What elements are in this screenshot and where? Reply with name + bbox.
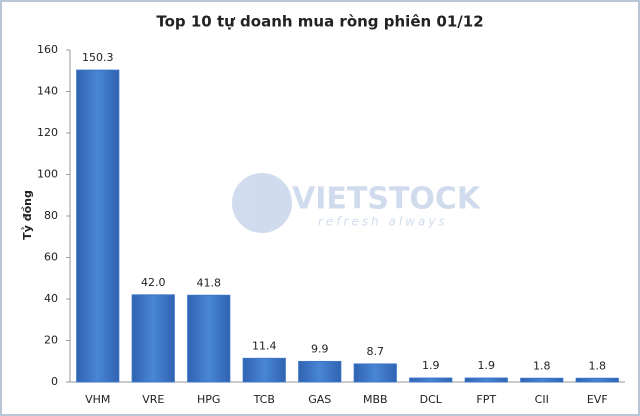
x-tick-label: DCL: [420, 393, 443, 406]
y-tick-label: 160: [37, 43, 58, 56]
data-label: 1.9: [478, 359, 496, 372]
x-tick-label: CII: [535, 393, 549, 406]
bar: [242, 357, 286, 383]
x-tick-label: TCB: [253, 393, 275, 406]
data-label: 9.9: [311, 342, 329, 355]
watermark-brand: VIETSTOCK: [292, 182, 482, 217]
y-axis-label: Tỷ đồng: [21, 190, 34, 240]
bar: [187, 294, 231, 383]
data-label: 1.8: [589, 359, 607, 372]
bar: [464, 377, 508, 383]
bar: [353, 363, 397, 383]
data-label: 1.9: [422, 359, 440, 372]
data-label: 150.3: [82, 51, 114, 64]
y-tick-label: 60: [44, 251, 58, 264]
chart-title: Top 10 tự doanh mua ròng phiên 01/12: [156, 13, 483, 31]
y-tick-label: 140: [37, 85, 58, 98]
data-label: 1.8: [533, 359, 551, 372]
watermark-logo: [232, 173, 292, 233]
y-tick-label: 80: [44, 209, 58, 222]
x-tick-label: GAS: [308, 393, 331, 406]
watermark-tagline: refresh always: [318, 215, 448, 229]
bar: [76, 69, 120, 383]
bar: [131, 294, 175, 383]
x-tick-label: VRE: [142, 393, 164, 406]
y-tick-label: 120: [37, 126, 58, 139]
x-tick-label: EVF: [587, 393, 608, 406]
data-label: 11.4: [252, 339, 277, 352]
y-tick-label: 40: [44, 292, 58, 305]
data-label: 41.8: [197, 276, 222, 289]
x-tick-label: MBB: [363, 393, 388, 406]
data-label: 42.0: [141, 276, 166, 289]
y-tick-label: 100: [37, 168, 58, 181]
watermark: VIETSTOCK refresh always: [232, 173, 482, 233]
x-tick-label: FPT: [476, 393, 496, 406]
data-label: 8.7: [367, 345, 385, 358]
x-tick-label: VHM: [85, 393, 110, 406]
bar: [520, 377, 564, 383]
bar: [298, 360, 342, 383]
y-tick-label: 0: [51, 375, 58, 388]
x-tick-label: HPG: [197, 393, 220, 406]
bar: [575, 377, 619, 383]
bar: [409, 377, 453, 383]
y-tick-label: 20: [44, 334, 58, 347]
